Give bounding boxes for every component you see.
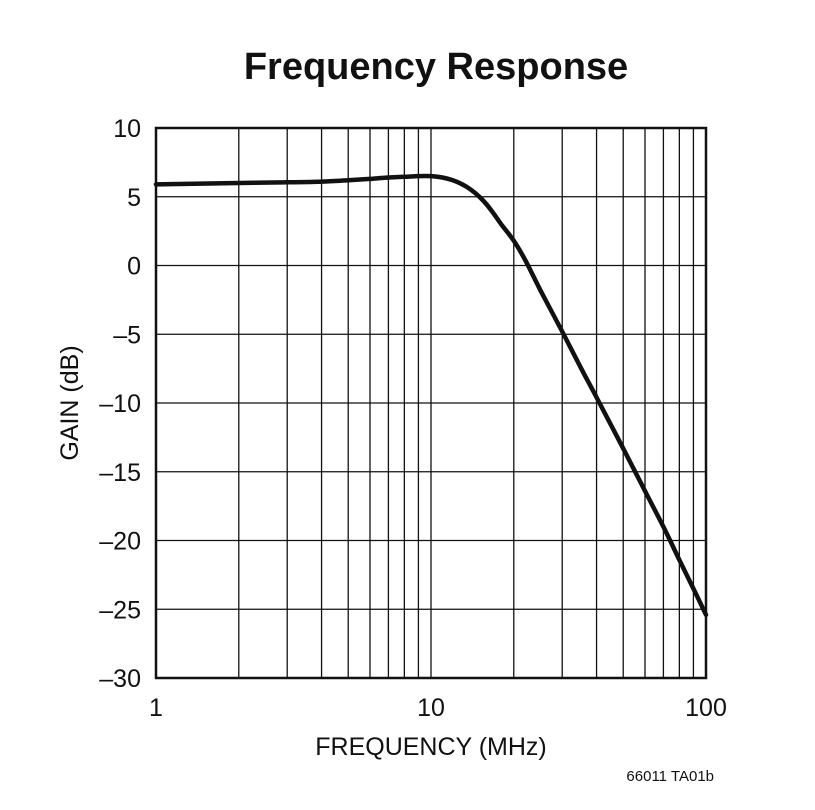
x-axis-label: FREQUENCY (MHz) — [315, 733, 546, 761]
x-tick-label: 1 — [149, 694, 163, 722]
y-tick-label: –5 — [113, 321, 141, 349]
x-tick-labels: 1 10 100 — [149, 694, 727, 722]
y-tick-label: 5 — [127, 184, 141, 212]
chart-title: Frequency Response — [244, 46, 628, 88]
y-tick-label: –30 — [99, 665, 141, 693]
gain-curve — [153, 173, 709, 618]
y-tick-label: –10 — [99, 390, 141, 418]
y-tick-labels: 10 5 0 –5 –10 –15 –20 –25 –30 — [99, 115, 141, 693]
figure-id: 66011 TA01b — [626, 768, 714, 785]
y-tick-label: –20 — [99, 528, 141, 556]
y-axis-label: GAIN (dB) — [56, 345, 84, 460]
plot-frame — [154, 126, 708, 680]
y-tick-label: –25 — [99, 596, 141, 624]
y-tick-label: 10 — [113, 115, 141, 143]
y-tick-label: –15 — [99, 459, 141, 487]
x-tick-label: 100 — [685, 694, 727, 722]
x-tick-label: 10 — [417, 694, 445, 722]
y-tick-label: 0 — [127, 253, 141, 281]
grid-lines — [156, 128, 706, 678]
